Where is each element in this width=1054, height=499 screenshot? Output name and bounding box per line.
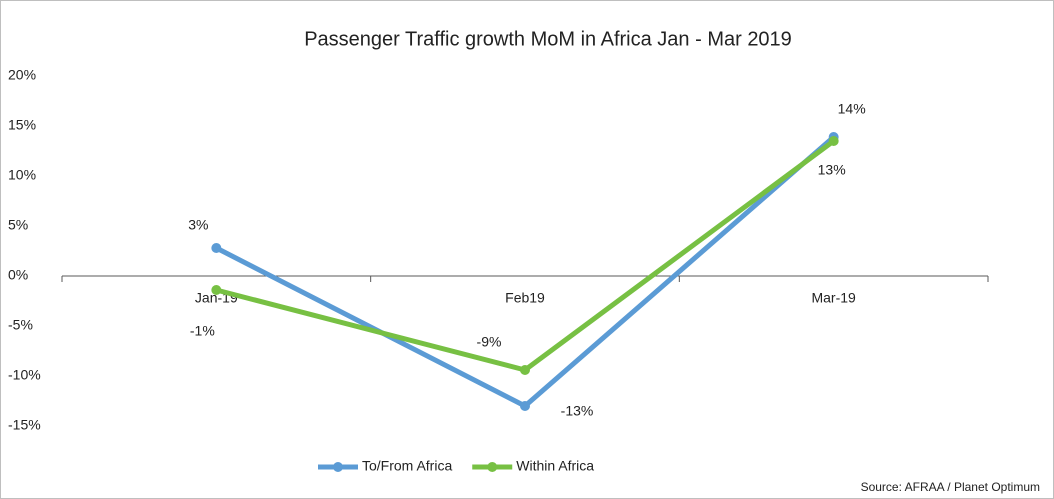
- series-marker: [520, 365, 530, 375]
- y-tick-label: 10%: [8, 167, 36, 183]
- chart-title: Passenger Traffic growth MoM in Africa J…: [304, 28, 792, 50]
- y-tick-label: -10%: [8, 367, 41, 383]
- data-label: 13%: [818, 162, 846, 178]
- source-note: Source: AFRAA / Planet Optimum: [861, 480, 1040, 494]
- y-tick-label: -5%: [8, 317, 33, 333]
- y-tick-label: -15%: [8, 417, 41, 433]
- series-marker: [828, 136, 839, 146]
- data-label: -1%: [190, 323, 215, 339]
- series-marker: [211, 285, 222, 295]
- series-marker: [520, 401, 530, 411]
- data-label: 14%: [838, 101, 866, 117]
- data-label: 3%: [188, 217, 208, 233]
- x-tick-label: Mar-19: [811, 290, 856, 306]
- y-tick-label: 5%: [8, 217, 28, 233]
- legend-marker: [487, 462, 498, 472]
- series-marker: [211, 243, 222, 253]
- legend-label: Within Africa: [516, 458, 594, 474]
- data-label: -9%: [477, 334, 502, 350]
- data-label: -13%: [561, 403, 594, 419]
- y-tick-label: 15%: [8, 117, 36, 133]
- y-tick-label: 20%: [8, 67, 36, 83]
- y-tick-label: 0%: [8, 267, 28, 283]
- legend-label: To/From Africa: [362, 458, 452, 474]
- legend-marker: [333, 462, 343, 472]
- x-tick-label: Feb19: [505, 290, 545, 306]
